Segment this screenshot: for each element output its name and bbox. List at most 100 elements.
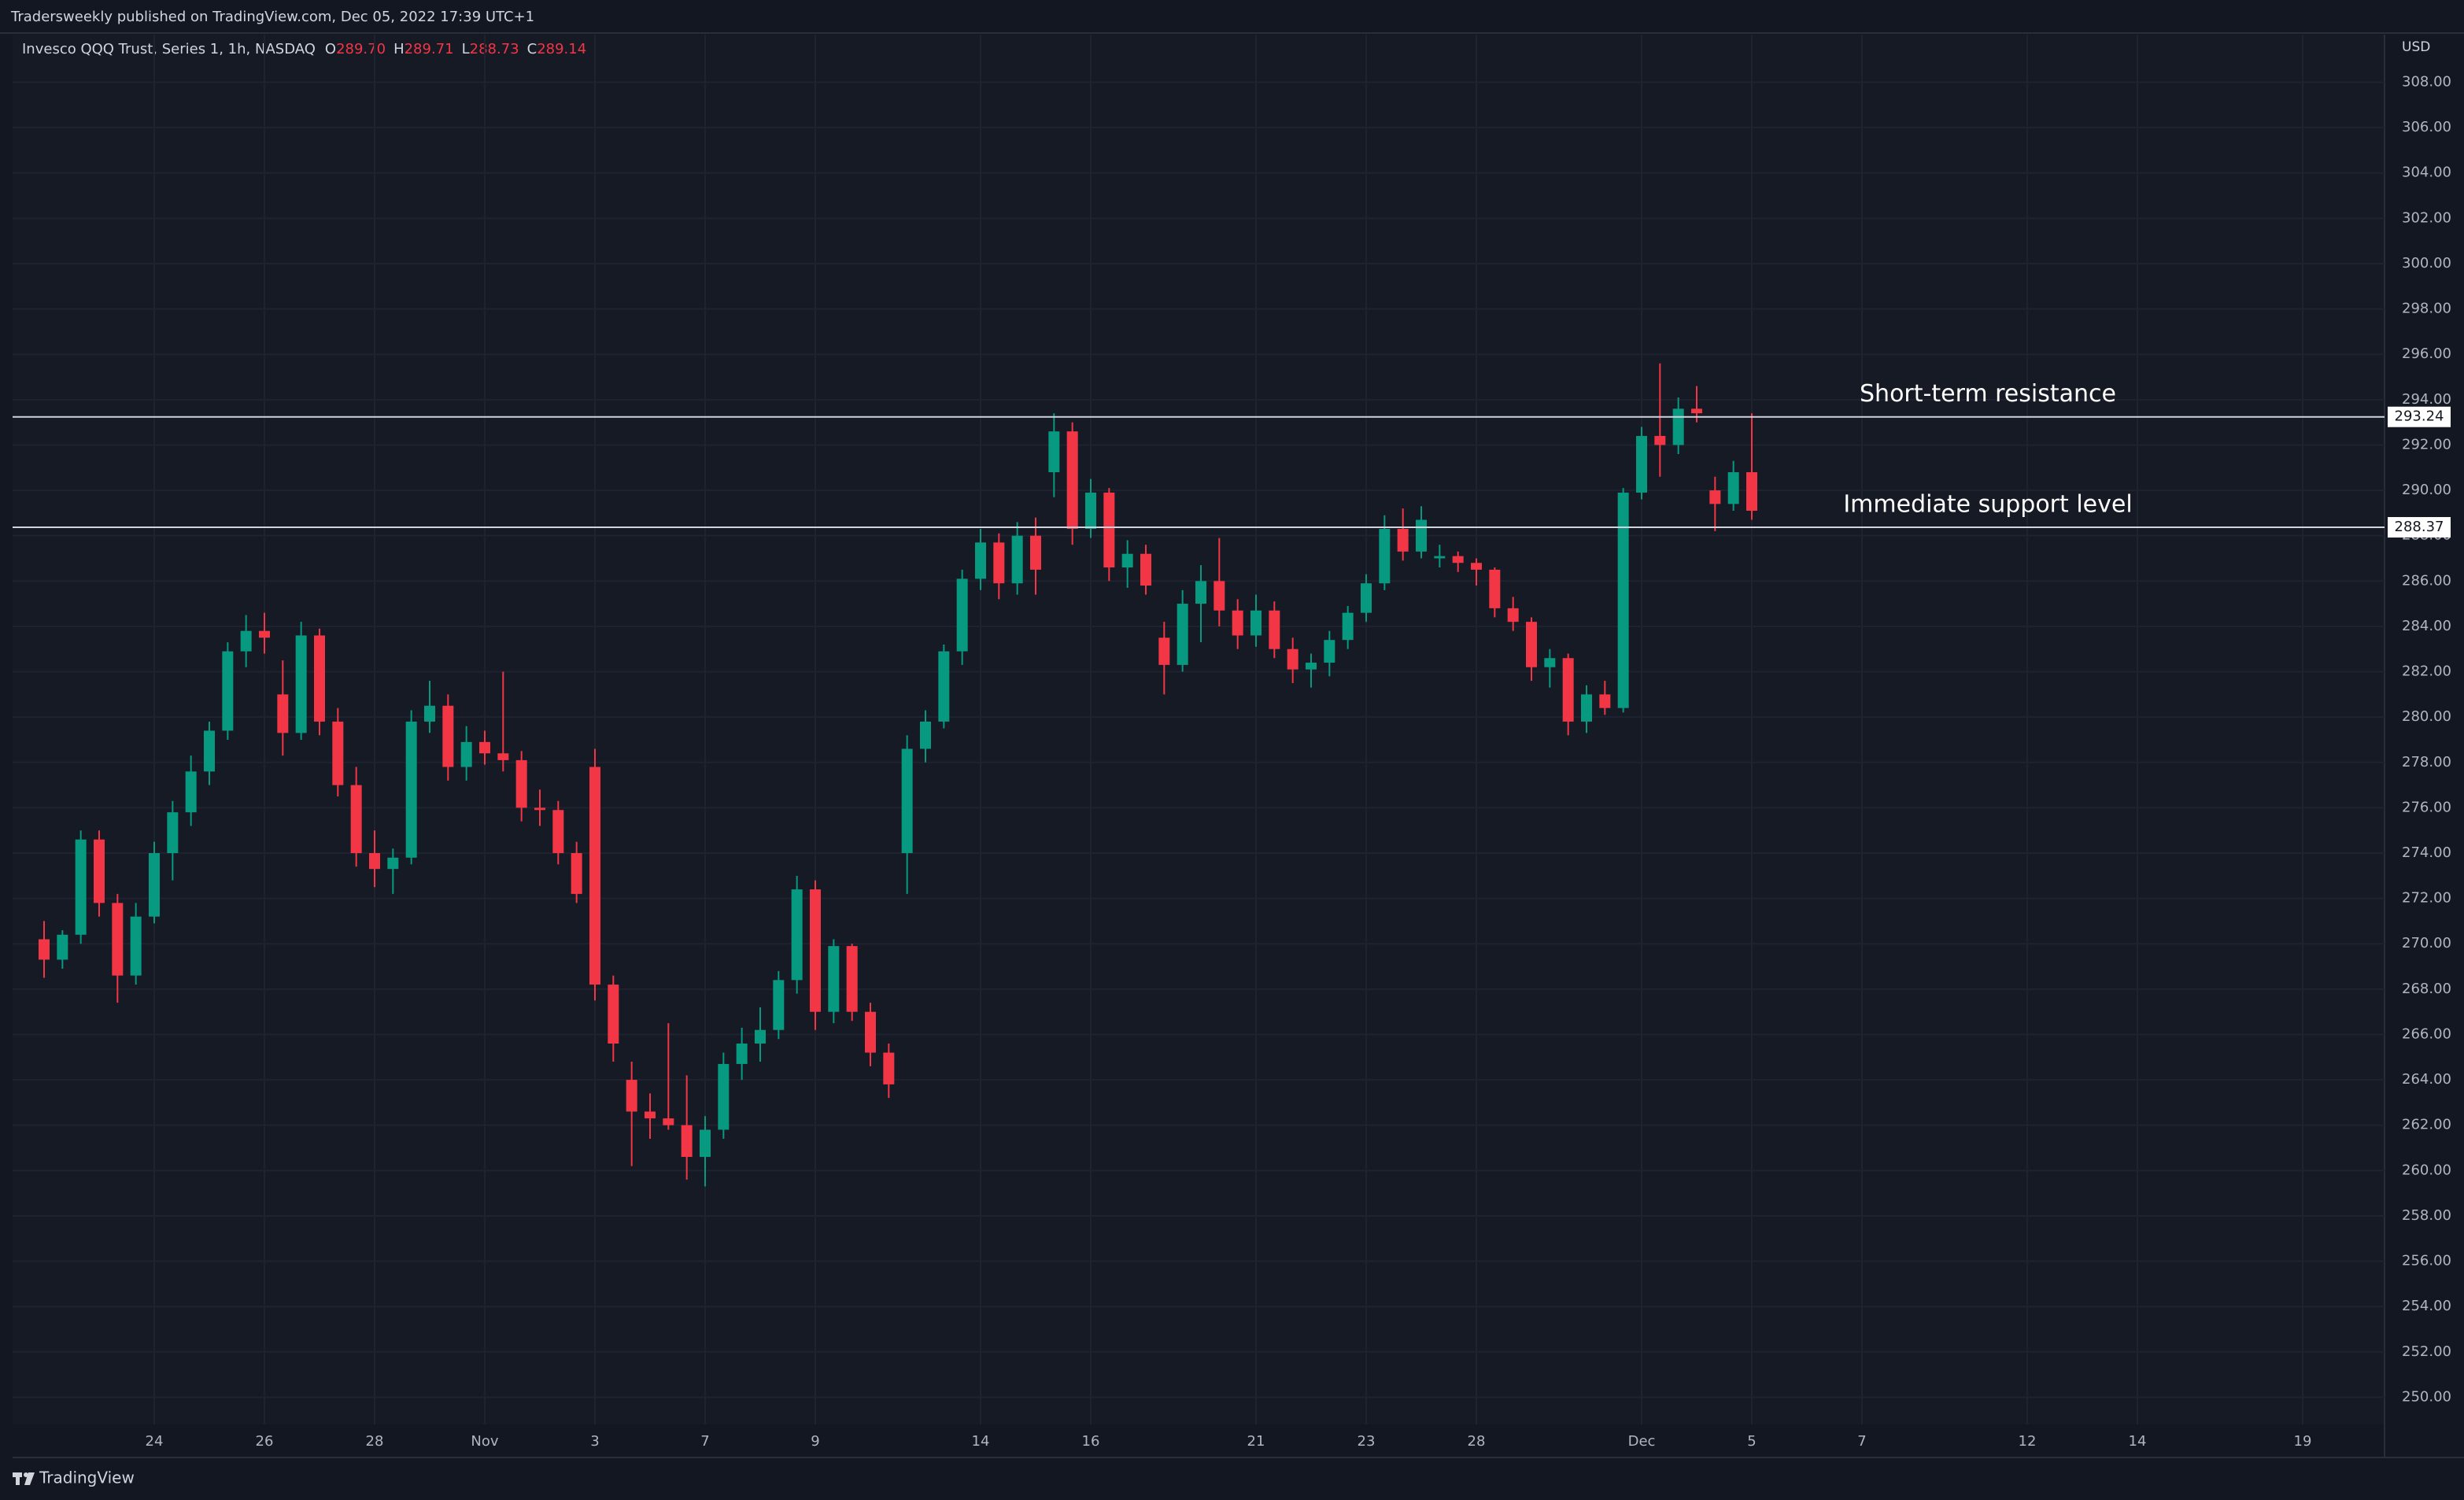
level-price-box — [2388, 406, 2451, 427]
candle-body — [1581, 694, 1592, 722]
candle-body — [479, 741, 490, 754]
x-tick-label: 21 — [1247, 1433, 1265, 1450]
footer-brand: TradingView — [39, 1469, 135, 1487]
candle-body — [1177, 604, 1188, 665]
candle-body — [332, 721, 344, 785]
y-tick-label: 252.00 — [2402, 1343, 2451, 1360]
candle-body — [1654, 435, 1666, 445]
candle-body — [810, 889, 821, 1012]
ohlc-value: 289.71 — [405, 41, 454, 57]
candle-body — [112, 903, 124, 976]
candle-body — [645, 1111, 656, 1119]
candle-body — [1066, 431, 1078, 530]
candle-body — [1691, 408, 1702, 414]
x-tick-label: Dec — [1628, 1433, 1656, 1450]
candle-body — [277, 694, 289, 733]
candle-body — [387, 857, 399, 870]
footer-logo — [13, 1472, 35, 1485]
candle-body — [94, 839, 105, 903]
y-tick-label: 284.00 — [2402, 618, 2451, 634]
candle-body — [1746, 472, 1757, 511]
candle-body — [350, 785, 362, 854]
candle-body — [791, 889, 803, 981]
candle-body — [1397, 529, 1409, 552]
y-tick-label: 282.00 — [2402, 663, 2451, 680]
y-tick-label: 286.00 — [2402, 572, 2451, 589]
candle-body — [1140, 553, 1151, 586]
candle-body — [718, 1063, 730, 1130]
candle-body — [39, 939, 50, 960]
candle-body — [865, 1011, 876, 1053]
candle-body — [1195, 581, 1206, 604]
level-price-label: 293.24 — [2395, 408, 2444, 425]
x-tick-label: 5 — [1747, 1433, 1756, 1450]
candle-body — [626, 1080, 637, 1112]
y-tick-label: 308.00 — [2402, 73, 2451, 90]
candle-body — [1434, 556, 1446, 559]
y-tick-label: 274.00 — [2402, 844, 2451, 861]
ohlc-key: C — [527, 41, 537, 57]
candle-body — [736, 1044, 748, 1064]
y-tick-label: 272.00 — [2402, 890, 2451, 907]
candle-body — [1709, 490, 1721, 504]
candle-body — [57, 934, 68, 960]
y-tick-label: 266.00 — [2402, 1025, 2451, 1042]
y-tick-label: 250.00 — [2402, 1388, 2451, 1405]
y-tick-label: 278.00 — [2402, 754, 2451, 770]
y-tick-label: 264.00 — [2402, 1071, 2451, 1088]
candle-body — [1048, 431, 1060, 473]
candle-body — [681, 1125, 693, 1158]
candle-body — [1727, 472, 1739, 504]
candle-body — [663, 1118, 674, 1125]
x-tick-label: 3 — [590, 1433, 599, 1450]
candle-body — [1085, 492, 1096, 530]
candle-body — [1452, 556, 1464, 563]
candle-body — [185, 771, 197, 813]
candle-body — [1158, 637, 1170, 665]
x-tick-label: 12 — [2019, 1433, 2037, 1450]
candle-body — [1617, 492, 1629, 708]
candle-body — [1507, 608, 1519, 623]
candle-body — [1011, 535, 1023, 584]
candle-body — [901, 748, 913, 854]
candle-body — [1379, 529, 1391, 584]
symbol: Invesco QQQ Trust, Series 1, 1h, NASDAQ — [22, 41, 316, 57]
candle-body — [1526, 622, 1537, 667]
candle-body — [1636, 435, 1647, 493]
x-tick-label: 26 — [256, 1433, 274, 1450]
candle-body — [1250, 610, 1262, 636]
x-tick-label: 28 — [366, 1433, 384, 1450]
candle-body — [204, 730, 215, 772]
y-tick-label: 258.00 — [2402, 1207, 2451, 1224]
y-tick-label: 304.00 — [2402, 164, 2451, 181]
y-tick-label: 298.00 — [2402, 301, 2451, 317]
x-tick-label: 14 — [972, 1433, 990, 1450]
ohlc-value: 288.73 — [470, 41, 519, 57]
candle-body — [1324, 640, 1335, 663]
publish-title: Tradersweekly published on TradingView.c… — [10, 9, 534, 25]
candle-body — [1416, 519, 1427, 552]
candle-body — [240, 630, 252, 652]
x-tick-label: 7 — [700, 1433, 709, 1450]
candle-body — [259, 630, 270, 638]
candle-body — [920, 721, 931, 749]
annotation: Short-term resistance — [1860, 380, 2116, 408]
candle-body — [460, 741, 472, 767]
y-tick-label: 276.00 — [2402, 799, 2451, 815]
candle-body — [993, 542, 1005, 584]
ohlc-key: O — [325, 41, 336, 57]
y-tick-label: 290.00 — [2402, 482, 2451, 498]
y-tick-label: 270.00 — [2402, 935, 2451, 951]
candle-body — [1232, 610, 1243, 636]
candle-body — [534, 807, 545, 811]
candle-body — [130, 916, 142, 976]
candle-body — [1672, 408, 1684, 445]
x-tick-label: 14 — [2129, 1433, 2147, 1450]
candle-body — [1121, 553, 1133, 568]
y-tick-label: 302.00 — [2402, 209, 2451, 226]
candle-body — [755, 1029, 766, 1044]
ohlc-value: 289.70 — [336, 41, 386, 57]
candle-body — [975, 542, 986, 579]
candle-body — [938, 651, 950, 722]
candle-body — [1599, 694, 1611, 708]
